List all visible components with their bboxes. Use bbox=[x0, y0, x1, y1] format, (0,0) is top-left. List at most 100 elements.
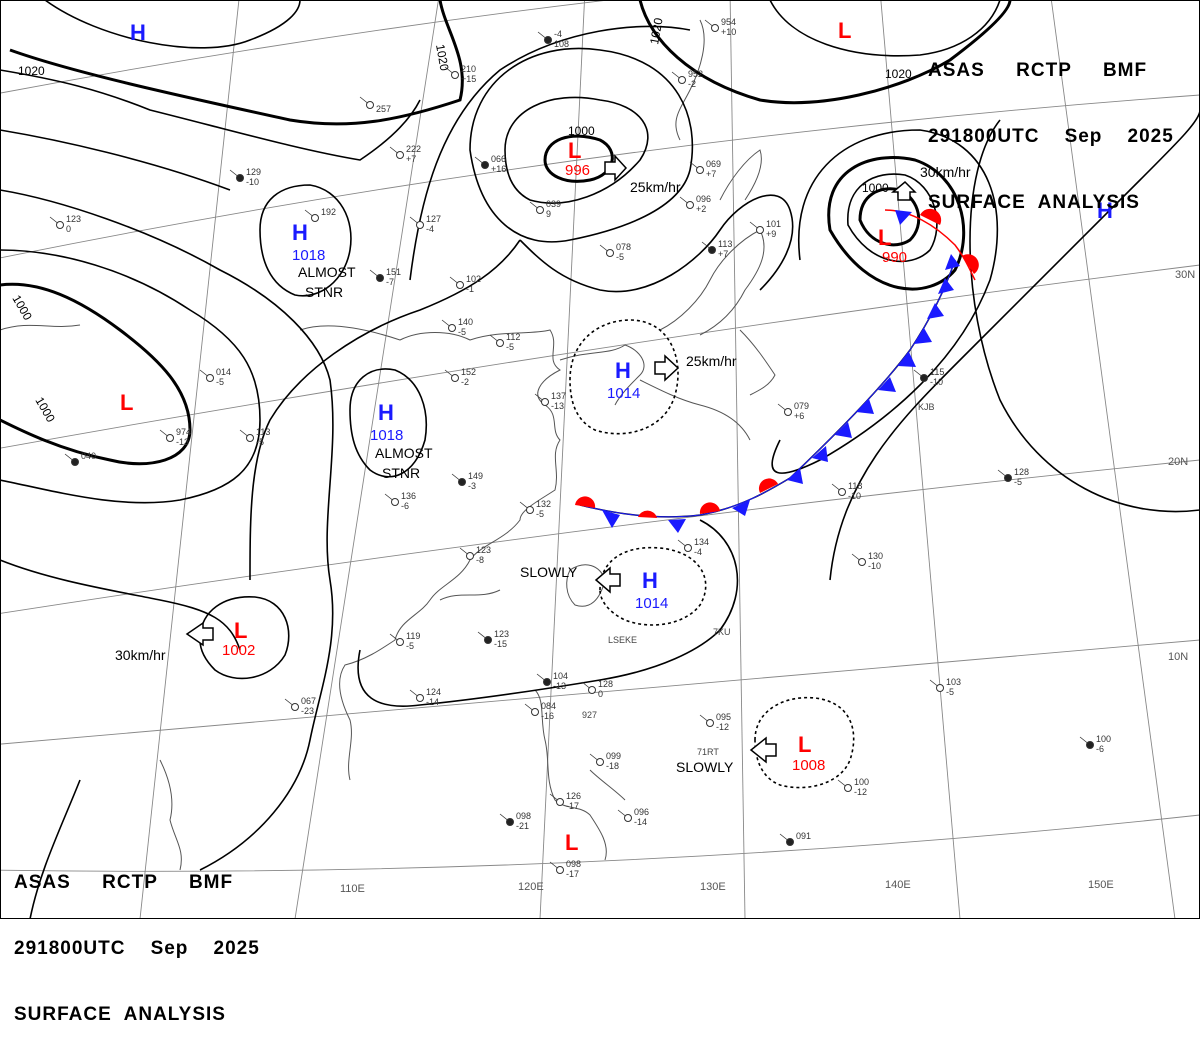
header-top-line1: ASAS RCTP BMF bbox=[928, 60, 1148, 81]
station-plot: 257 bbox=[359, 96, 391, 114]
station-symbol bbox=[543, 678, 551, 686]
station-plot: 098-21 bbox=[499, 811, 531, 831]
station-pressure: 136 bbox=[401, 491, 416, 501]
station-pressure: 952 bbox=[688, 69, 703, 79]
station-tendency: -2 bbox=[688, 79, 696, 89]
station-symbol bbox=[484, 636, 492, 644]
pressure-centers: H L L 996 H 1018 L H 1018 H 1014 L 990 H… bbox=[120, 18, 1113, 855]
lon-label: 110E bbox=[340, 883, 365, 895]
station-pressure: 210 bbox=[461, 64, 476, 74]
station-plot: 115-10 bbox=[913, 367, 944, 387]
station-tendency: +2 bbox=[696, 204, 706, 214]
header-bottom-line2: 291800UTC Sep 2025 bbox=[14, 938, 260, 959]
station-plot: 069+7 bbox=[689, 159, 721, 179]
header-top-line3: SURFACE ANALYSIS bbox=[928, 192, 1140, 213]
weather-map: 1020 1020 1020 1020 1000 1000 1000 1000 bbox=[0, 0, 1200, 919]
station-tendency: -17 bbox=[566, 869, 579, 879]
station-plot: 136-6 bbox=[384, 491, 416, 511]
station-plot: 118-10 bbox=[831, 481, 862, 501]
station-pressure: 069 bbox=[706, 159, 721, 169]
station-pressure: 127 bbox=[426, 214, 441, 224]
station-plot: 130-10 bbox=[851, 551, 883, 571]
station-pressure: 149 bbox=[468, 471, 483, 481]
graticule bbox=[0, 0, 1200, 919]
station-tendency: -15 bbox=[494, 639, 507, 649]
low-center-value: 990 bbox=[882, 249, 907, 266]
station-pressure: 104 bbox=[553, 671, 568, 681]
high-center-value: 1014 bbox=[607, 385, 640, 402]
high-center: H bbox=[292, 220, 308, 245]
low-center: L bbox=[568, 138, 581, 163]
station-symbol bbox=[376, 274, 384, 282]
station-plot: 124-14 bbox=[409, 687, 441, 707]
station-symbol bbox=[506, 818, 514, 826]
station-symbol bbox=[396, 151, 404, 159]
station-plot: 222+7 bbox=[389, 144, 421, 164]
station-plot: 132-5 bbox=[519, 499, 551, 519]
station-tendency: -14 bbox=[426, 697, 439, 707]
station-pressure: 100 bbox=[854, 777, 869, 787]
station-tendency: -17 bbox=[566, 801, 579, 811]
station-pressure: 126 bbox=[566, 791, 581, 801]
station-tendency: -12 bbox=[854, 787, 867, 797]
graticule-labels: 30N 20N 10N 110E 120E 130E 140E 150E bbox=[340, 269, 1195, 895]
high-center: H bbox=[642, 568, 658, 593]
station-plot: 040 bbox=[64, 451, 96, 466]
station-tendency: -6 bbox=[401, 501, 409, 511]
station-symbol bbox=[756, 226, 764, 234]
station-tendency: 9 bbox=[546, 209, 551, 219]
station-tendency: +7 bbox=[718, 249, 728, 259]
station-symbol bbox=[451, 374, 459, 382]
station-tendency: -5 bbox=[256, 437, 264, 447]
station-pressure: 091 bbox=[796, 831, 811, 841]
high-center-value: 1018 bbox=[370, 427, 403, 444]
station-pressure: 113 bbox=[718, 239, 732, 249]
station-symbol bbox=[556, 866, 564, 874]
motion-speed: 30km/hr bbox=[115, 647, 166, 663]
station-plot: 113+7 bbox=[701, 239, 732, 259]
station-symbol bbox=[456, 281, 464, 289]
high-center: H bbox=[1097, 198, 1113, 223]
station-tendency: +7 bbox=[406, 154, 416, 164]
station-pressure: -4 bbox=[554, 29, 562, 39]
station-tendency: -8 bbox=[476, 555, 484, 565]
station-plot: 100-6 bbox=[1079, 734, 1111, 754]
isobar-label: 1020 bbox=[433, 43, 451, 72]
lat-label: 30N bbox=[1175, 269, 1195, 281]
station-tendency: 0 bbox=[66, 224, 71, 234]
station-symbol bbox=[448, 324, 456, 332]
station-symbol bbox=[684, 544, 692, 552]
station-pressure: 140 bbox=[458, 317, 473, 327]
station-symbol bbox=[536, 206, 544, 214]
station-tendency: -5 bbox=[406, 641, 414, 651]
station-tendency: -2 bbox=[461, 377, 469, 387]
station-pressure: 954 bbox=[721, 17, 736, 27]
station-tendency: -5 bbox=[458, 327, 466, 337]
station-pressure: 128 bbox=[1014, 467, 1029, 477]
station-symbol bbox=[786, 838, 794, 846]
high-center: H bbox=[378, 400, 394, 425]
station-pressure: 066 bbox=[491, 154, 506, 164]
station-tendency: -5 bbox=[506, 342, 514, 352]
station-symbol bbox=[166, 434, 174, 442]
station-tendency: -10 bbox=[930, 377, 943, 387]
station-pressure: 067 bbox=[301, 696, 316, 706]
station-symbol bbox=[526, 506, 534, 514]
station-tendency: -5 bbox=[946, 687, 954, 697]
station-tendency: +6 bbox=[794, 411, 804, 421]
station-plot: 119-5 bbox=[389, 631, 420, 651]
station-symbol bbox=[686, 201, 694, 209]
station-symbol bbox=[696, 166, 704, 174]
station-plot: 123-8 bbox=[459, 545, 491, 565]
place-labels: LSEKE KJB 7KU 71RT 927 bbox=[582, 402, 935, 757]
place-label: 71RT bbox=[697, 747, 719, 757]
lon-label: 150E bbox=[1088, 879, 1114, 891]
station-pressure: 113 bbox=[256, 427, 270, 437]
station-tendency: -13 bbox=[551, 401, 564, 411]
motion-text: 25km/hr 25km/hr 30km/hr 30km/hr SLOWLY S… bbox=[115, 164, 971, 775]
station-symbol bbox=[246, 434, 254, 442]
station-plot: 140-5 bbox=[441, 317, 473, 337]
station-plot: 100-12 bbox=[837, 777, 869, 797]
